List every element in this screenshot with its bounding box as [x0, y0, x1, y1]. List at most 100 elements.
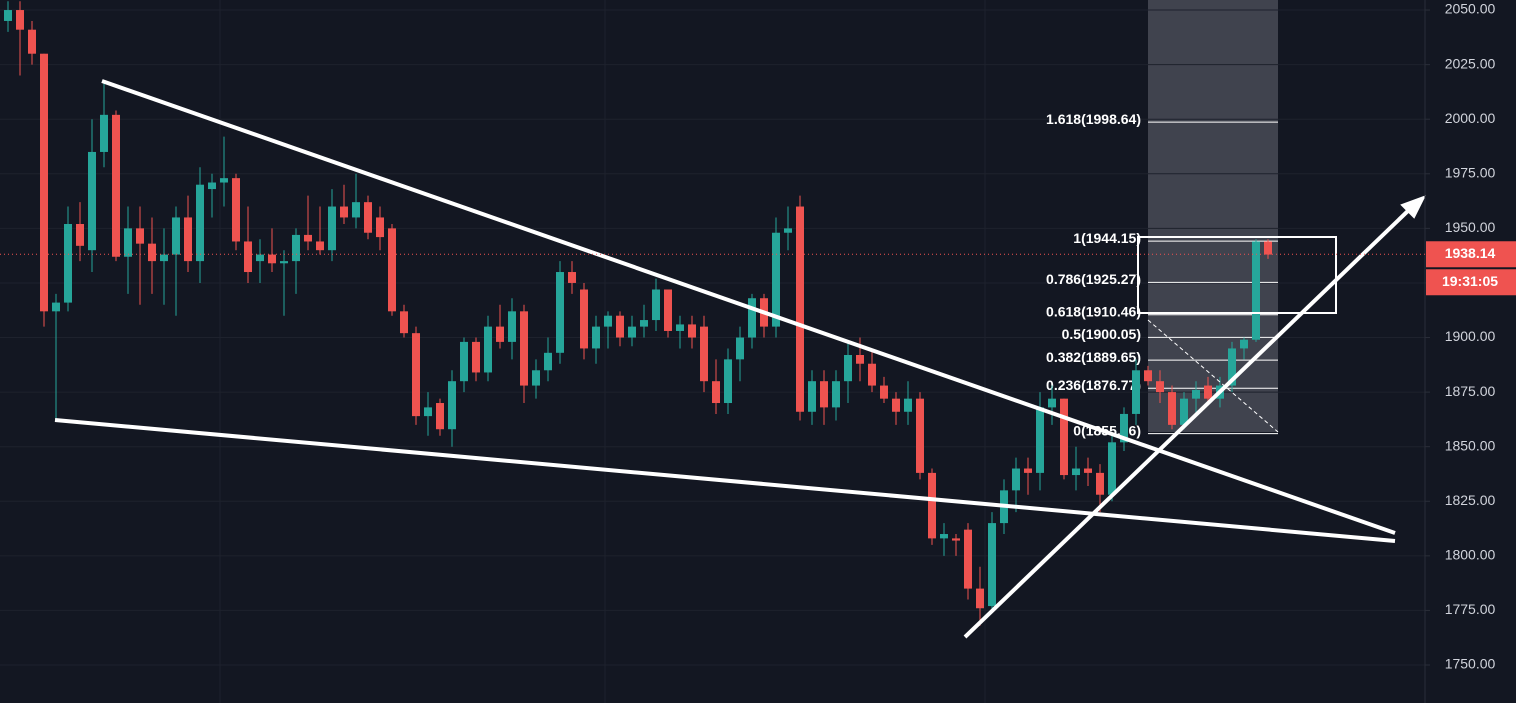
- candle-body: [496, 326, 504, 342]
- candle-body: [604, 315, 612, 327]
- countdown-box: [1426, 269, 1516, 296]
- candle-body: [772, 232, 780, 327]
- candle-body: [748, 298, 756, 338]
- candle-body: [520, 311, 528, 386]
- candle-body: [244, 241, 252, 273]
- trend-line-upper: [101, 79, 1396, 535]
- candle-body: [424, 407, 432, 417]
- candle-body: [964, 529, 972, 589]
- y-tick-label: 2000.00: [1445, 110, 1496, 126]
- y-tick-label: 2025.00: [1445, 55, 1496, 71]
- candle-body: [1204, 385, 1212, 399]
- candle-body: [1024, 468, 1032, 473]
- candle-body: [532, 370, 540, 386]
- candle-body: [328, 206, 336, 251]
- candle-body: [1120, 413, 1128, 443]
- candle-body: [352, 202, 360, 218]
- candle-body: [40, 53, 48, 312]
- candle-body: [988, 523, 996, 607]
- candle-body: [688, 324, 696, 338]
- candle-body: [28, 29, 36, 54]
- candle-body: [388, 228, 396, 312]
- fib-label: 0.5(1900.05): [1062, 326, 1141, 342]
- candle-body: [556, 272, 564, 353]
- candle-body: [112, 114, 120, 257]
- candle-body: [136, 228, 144, 244]
- fib-trend: [1147, 319, 1279, 433]
- price-label: 1938.14: [1445, 245, 1496, 261]
- candle-body: [508, 311, 516, 342]
- candle-body: [1108, 442, 1116, 495]
- candle-body: [664, 289, 672, 331]
- candle-body: [592, 326, 600, 349]
- candle-body: [904, 398, 912, 412]
- candle-body: [544, 352, 552, 371]
- candle-body: [232, 178, 240, 242]
- candle-body: [916, 398, 924, 473]
- candle-body: [580, 289, 588, 349]
- trend-line-lower: [54, 418, 1396, 543]
- fib-label: 1.618(1998.64): [1046, 111, 1141, 127]
- candle-body: [1228, 348, 1236, 386]
- candle-body: [784, 228, 792, 233]
- candle-body: [268, 254, 276, 264]
- candle-body: [472, 341, 480, 373]
- candle-body: [844, 354, 852, 382]
- candle-body: [364, 202, 372, 233]
- y-tick-label: 1775.00: [1445, 601, 1496, 617]
- candle-body: [172, 217, 180, 255]
- candles: [4, 1, 1272, 626]
- candle-body: [1192, 389, 1200, 399]
- drawings: [54, 79, 1427, 639]
- candle-body: [64, 223, 72, 303]
- y-tick-label: 1850.00: [1445, 437, 1496, 453]
- candle-body: [616, 315, 624, 338]
- candle-body: [868, 363, 876, 386]
- candle-body: [880, 385, 888, 399]
- candle-body: [148, 243, 156, 262]
- candle-body: [640, 320, 648, 327]
- y-tick-label: 1825.00: [1445, 492, 1496, 508]
- candle-body: [376, 217, 384, 238]
- y-tick-label: 1800.00: [1445, 547, 1496, 563]
- candle-body: [88, 151, 96, 251]
- highlight-box: [1137, 236, 1337, 314]
- candle-body: [1096, 472, 1104, 495]
- y-tick-label: 1975.00: [1445, 164, 1496, 180]
- candle-body: [448, 381, 456, 430]
- y-tick-label: 1900.00: [1445, 328, 1496, 344]
- candle-body: [736, 337, 744, 360]
- candle-body: [940, 534, 948, 539]
- candle-body: [400, 311, 408, 334]
- y-tick-label: 1750.00: [1445, 656, 1496, 672]
- y-tick-label: 1950.00: [1445, 219, 1496, 235]
- candle-body: [652, 289, 660, 321]
- candle-body: [16, 10, 24, 30]
- fib-label: 1(1944.15): [1073, 230, 1141, 246]
- arrow-head: [1400, 195, 1427, 219]
- candle-body: [1060, 398, 1068, 476]
- candle-body: [460, 341, 468, 382]
- candle-body: [712, 381, 720, 404]
- candle-body: [316, 241, 324, 251]
- candle-body: [184, 217, 192, 262]
- candle-body: [280, 261, 288, 264]
- candle-body: [796, 206, 804, 412]
- candle-body: [1168, 392, 1176, 425]
- candle-body: [832, 381, 840, 408]
- candle-body: [1084, 468, 1092, 473]
- fib-label: 0.382(1889.65): [1046, 349, 1141, 365]
- candle-body: [976, 588, 984, 609]
- candle-body: [292, 234, 300, 262]
- candle-body: [1240, 339, 1248, 349]
- candle-body: [436, 403, 444, 430]
- candle-body: [808, 381, 816, 412]
- candle-body: [724, 359, 732, 404]
- y-tick-label: 2050.00: [1445, 1, 1496, 17]
- fib-label: 0.618(1910.46): [1046, 303, 1141, 319]
- candle-body: [1036, 407, 1044, 473]
- candle-body: [412, 333, 420, 417]
- candle-body: [76, 223, 84, 246]
